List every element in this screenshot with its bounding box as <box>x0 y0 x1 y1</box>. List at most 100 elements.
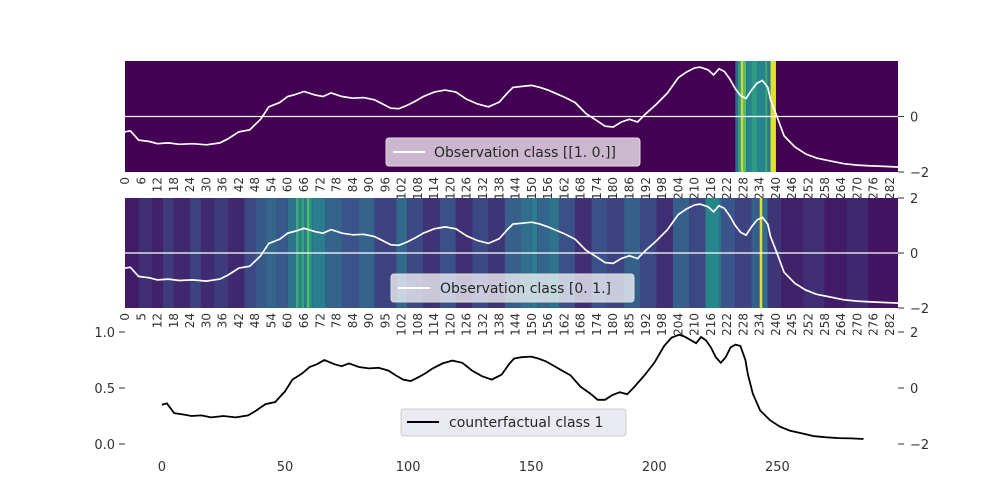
x-tick-label: 66 <box>297 313 311 328</box>
x-tick-label: 78 <box>330 313 344 328</box>
x-tick-label: 36 <box>216 313 230 328</box>
panel-1-legend: Observation class [[1. 0.]] <box>385 137 641 167</box>
right-y-tick-label: 2 <box>910 326 918 341</box>
x-tick-label: 204 <box>671 313 685 336</box>
x-tick-label: 108 <box>411 177 425 200</box>
x-tick-label: 114 <box>427 313 441 336</box>
x-tick-label: 66 <box>297 177 311 192</box>
x-tick-label: 60 <box>281 177 295 192</box>
x-tick-label: 204 <box>671 177 685 200</box>
x-tick-label: 222 <box>720 177 734 200</box>
x-tick-label: 180 <box>606 313 620 336</box>
panel-1-observation-line <box>125 66 898 168</box>
panel-3-right-y-ticks: 2 0 −2 <box>898 326 929 453</box>
x-tick-label: 42 <box>232 313 246 328</box>
x-tick-label: 282 <box>883 313 897 336</box>
x-tick-label: 54 <box>264 313 278 328</box>
x-tick-label: 192 <box>639 313 653 336</box>
panel-1: 0 6 12 18 24 30 36 42 48 54 60 66 72 78 84 90 96 102 108 11… <box>118 61 929 200</box>
x-tick-label: 96 <box>378 177 392 192</box>
x-tick-label: 132 <box>476 177 490 200</box>
panel-3-legend-box <box>400 408 627 437</box>
panel-1-legend-label: Observation class [[1. 0.]] <box>434 145 616 161</box>
panel-1-legend-box <box>385 137 641 167</box>
x-tick-label: 150 <box>525 313 539 336</box>
x-tick-label: 150 <box>519 460 544 475</box>
x-tick-label: 18 <box>167 313 181 328</box>
x-tick-label: 84 <box>346 177 360 192</box>
x-tick-label: 72 <box>313 313 327 328</box>
x-tick-label: 0 <box>118 177 132 185</box>
x-tick-label: 252 <box>801 313 815 336</box>
x-tick-label: 138 <box>492 177 506 200</box>
x-tick-label: 5 <box>134 313 148 321</box>
panel-3-legend-label: counterfactual class 1 <box>449 415 603 431</box>
panel-1-right-y-ticks: 0 −2 <box>898 111 929 181</box>
x-tick-label: 228 <box>736 177 750 200</box>
x-tick-label: 228 <box>736 313 750 336</box>
x-tick-label: 12 <box>151 313 165 328</box>
right-y-tick-label: 0 <box>910 382 918 397</box>
x-tick-label: 138 <box>492 313 506 336</box>
x-tick-label: 90 <box>362 313 376 328</box>
x-tick-label: 54 <box>264 177 278 192</box>
panel-2-legend: Observation class [0. 1.] <box>390 273 635 303</box>
panel-3-legend: counterfactual class 1 <box>400 408 627 437</box>
panel-3: 0.0 0.5 1.0 2 0 −2 0 50 100 150 200 250 counterfa… <box>94 326 929 475</box>
x-tick-label: 24 <box>183 177 197 192</box>
x-tick-label: 48 <box>248 177 262 192</box>
x-tick-label: 216 <box>704 313 718 336</box>
x-tick-label: 234 <box>753 313 767 336</box>
x-tick-label: 95 <box>378 313 392 328</box>
x-tick-label: 200 <box>642 460 667 475</box>
x-tick-label: 18 <box>167 177 181 192</box>
x-tick-label: 30 <box>199 313 213 328</box>
right-y-tick-label: −2 <box>910 438 929 453</box>
x-tick-label: 120 <box>443 177 457 200</box>
x-tick-label: 252 <box>801 177 815 200</box>
x-tick-label: 168 <box>574 177 588 200</box>
x-tick-label: 198 <box>655 177 669 200</box>
x-tick-label: 100 <box>396 460 421 475</box>
x-tick-label: 84 <box>346 313 360 328</box>
x-tick-label: 6 <box>134 177 148 185</box>
right-y-tick-label: 0 <box>910 247 918 262</box>
panel-1-x-tick-labels: 0 6 12 18 24 30 36 42 48 54 60 66 72 78 84 90 96 102 108 11… <box>118 177 897 200</box>
left-y-tick-label: 0.0 <box>94 438 115 453</box>
x-tick-label: 126 <box>460 313 474 336</box>
x-tick-label: 210 <box>688 177 702 200</box>
x-tick-label: 180 <box>606 177 620 200</box>
x-tick-label: 282 <box>883 177 897 200</box>
panel-3-left-y-ticks: 0.0 0.5 1.0 <box>94 326 125 453</box>
panel-2-legend-box <box>390 273 635 303</box>
x-tick-label: 186 <box>622 177 636 200</box>
x-tick-label: 102 <box>395 177 409 200</box>
panel-2-right-y-ticks: 2 0 −2 <box>898 192 929 317</box>
x-tick-label: 108 <box>411 313 425 336</box>
right-y-tick-label: 2 <box>910 192 918 207</box>
x-tick-label: 144 <box>509 313 523 336</box>
left-y-tick-label: 0.5 <box>94 382 115 397</box>
x-tick-label: 126 <box>460 177 474 200</box>
right-y-tick-label: −2 <box>910 166 929 181</box>
left-y-tick-label: 1.0 <box>94 326 115 341</box>
x-tick-label: 174 <box>590 177 604 200</box>
x-tick-label: 156 <box>541 313 555 336</box>
x-tick-label: 72 <box>313 177 327 192</box>
x-tick-label: 222 <box>720 313 734 336</box>
x-tick-label: 240 <box>769 313 783 336</box>
x-tick-label: 78 <box>330 177 344 192</box>
panel-2: 0 5 12 18 24 30 36 42 48 54 60 66 72 78 84 90 95 102 108 11… <box>118 192 929 336</box>
x-tick-label: 48 <box>248 313 262 328</box>
x-tick-label: 264 <box>834 177 848 200</box>
x-tick-label: 162 <box>557 177 571 200</box>
x-tick-label: 246 <box>785 177 799 200</box>
x-tick-label: 250 <box>765 460 790 475</box>
x-tick-label: 276 <box>867 177 881 200</box>
x-tick-label: 258 <box>818 313 832 336</box>
x-tick-label: 210 <box>688 313 702 336</box>
x-tick-label: 36 <box>216 177 230 192</box>
panel-3-x-ticks: 0 50 100 150 200 250 <box>158 460 790 475</box>
x-tick-label: 185 <box>622 313 636 336</box>
